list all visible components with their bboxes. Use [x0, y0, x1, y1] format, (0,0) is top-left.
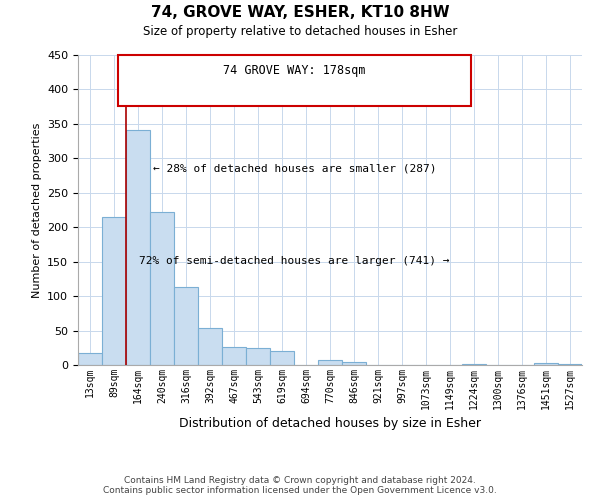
Bar — [534, 363, 558, 365]
Bar — [222, 347, 246, 365]
Bar — [126, 130, 150, 365]
Bar — [174, 287, 198, 365]
X-axis label: Distribution of detached houses by size in Esher: Distribution of detached houses by size … — [179, 417, 481, 430]
Bar — [270, 351, 294, 365]
Bar — [150, 212, 174, 365]
Text: Size of property relative to detached houses in Esher: Size of property relative to detached ho… — [143, 25, 457, 38]
Text: 74 GROVE WAY: 178sqm: 74 GROVE WAY: 178sqm — [223, 64, 366, 78]
Bar — [246, 348, 270, 365]
Text: 72% of semi-detached houses are larger (741) →: 72% of semi-detached houses are larger (… — [139, 256, 450, 266]
Text: ← 28% of detached houses are smaller (287): ← 28% of detached houses are smaller (28… — [153, 164, 436, 173]
Bar — [462, 364, 486, 365]
Bar — [102, 217, 126, 365]
Text: 74, GROVE WAY, ESHER, KT10 8HW: 74, GROVE WAY, ESHER, KT10 8HW — [151, 5, 449, 20]
Text: Contains HM Land Registry data © Crown copyright and database right 2024.
Contai: Contains HM Land Registry data © Crown c… — [103, 476, 497, 495]
FancyBboxPatch shape — [118, 55, 471, 106]
Y-axis label: Number of detached properties: Number of detached properties — [32, 122, 41, 298]
Bar — [342, 362, 366, 365]
Bar — [318, 360, 342, 365]
Bar — [558, 364, 582, 365]
Bar — [198, 328, 222, 365]
Bar — [78, 352, 102, 365]
